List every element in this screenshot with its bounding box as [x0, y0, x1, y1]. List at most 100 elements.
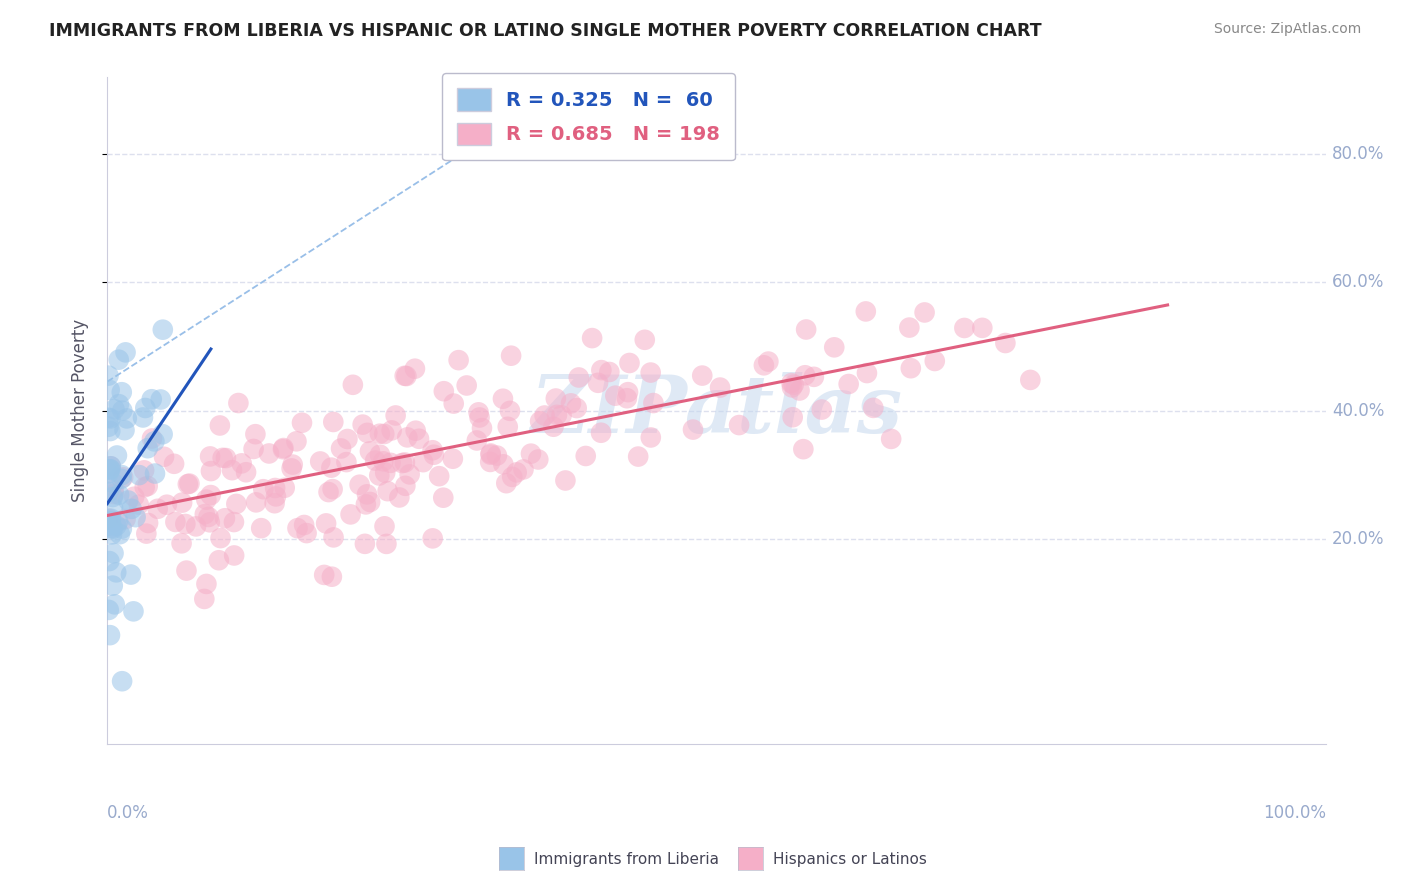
- Point: [194, 507, 217, 521]
- Point: [441, 451, 464, 466]
- Point: [381, 424, 404, 438]
- Point: [128, 498, 150, 512]
- Point: [111, 522, 134, 536]
- Point: [560, 396, 582, 410]
- Point: [447, 353, 470, 368]
- Point: [456, 378, 478, 392]
- Point: [170, 536, 193, 550]
- Point: [184, 519, 207, 533]
- Point: [135, 526, 157, 541]
- Point: [221, 463, 243, 477]
- Point: [136, 516, 159, 530]
- Point: [640, 366, 662, 380]
- Point: [394, 368, 416, 383]
- Point: [172, 495, 194, 509]
- Point: [111, 468, 134, 483]
- Point: [467, 405, 489, 419]
- Point: [153, 450, 176, 464]
- Text: 80.0%: 80.0%: [1331, 145, 1385, 163]
- Point: [97, 603, 120, 617]
- Point: [146, 501, 169, 516]
- Point: [271, 442, 294, 457]
- Point: [527, 452, 550, 467]
- Point: [856, 366, 879, 380]
- Point: [501, 349, 523, 363]
- Point: [103, 546, 125, 560]
- Point: [501, 470, 523, 484]
- Point: [132, 463, 155, 477]
- Point: [134, 480, 156, 494]
- Point: [103, 487, 125, 501]
- Point: [505, 466, 527, 480]
- Point: [273, 481, 295, 495]
- Point: [619, 356, 641, 370]
- Point: [356, 487, 378, 501]
- Point: [124, 510, 146, 524]
- Point: [471, 421, 494, 435]
- Point: [114, 423, 136, 437]
- Point: [152, 323, 174, 337]
- Point: [499, 404, 522, 418]
- Point: [177, 477, 200, 491]
- Point: [108, 527, 131, 541]
- Point: [141, 392, 163, 407]
- Point: [134, 401, 156, 415]
- Point: [108, 397, 131, 411]
- Point: [198, 450, 221, 464]
- Point: [640, 430, 662, 444]
- Point: [315, 516, 337, 531]
- Point: [810, 402, 832, 417]
- Point: [100, 512, 122, 526]
- Text: 20.0%: 20.0%: [1331, 530, 1385, 548]
- Point: [321, 570, 343, 584]
- Point: [264, 489, 287, 503]
- Point: [111, 403, 134, 417]
- Point: [605, 389, 627, 403]
- Point: [550, 409, 572, 423]
- Point: [427, 469, 450, 483]
- Point: [105, 518, 128, 533]
- Text: 60.0%: 60.0%: [1331, 273, 1385, 292]
- Text: Immigrants from Liberia: Immigrants from Liberia: [534, 852, 720, 867]
- Point: [586, 376, 609, 390]
- Point: [197, 510, 219, 524]
- Point: [100, 459, 122, 474]
- Point: [994, 336, 1017, 351]
- Point: [318, 485, 340, 500]
- Point: [543, 419, 565, 434]
- Point: [789, 384, 811, 398]
- Point: [101, 501, 124, 516]
- Point: [225, 497, 247, 511]
- Point: [634, 333, 657, 347]
- Point: [101, 490, 124, 504]
- Point: [803, 369, 825, 384]
- Point: [520, 447, 543, 461]
- Point: [97, 511, 120, 525]
- Point: [443, 396, 465, 410]
- Point: [97, 485, 120, 500]
- Point: [728, 418, 751, 433]
- Point: [198, 516, 221, 530]
- Point: [972, 321, 994, 335]
- Point: [114, 512, 136, 526]
- Point: [373, 427, 395, 442]
- Point: [352, 417, 374, 432]
- Point: [643, 396, 665, 410]
- Point: [208, 418, 231, 433]
- Point: [546, 408, 568, 422]
- Point: [97, 467, 120, 481]
- Point: [529, 414, 551, 428]
- Point: [242, 442, 264, 456]
- Point: [838, 377, 860, 392]
- Point: [565, 401, 588, 415]
- Point: [156, 498, 179, 512]
- Point: [782, 377, 804, 392]
- Point: [794, 368, 817, 383]
- Point: [143, 434, 166, 449]
- Point: [468, 410, 491, 425]
- Point: [900, 361, 922, 376]
- Point: [228, 396, 250, 410]
- Point: [224, 549, 246, 563]
- Point: [211, 450, 233, 465]
- Point: [780, 380, 803, 394]
